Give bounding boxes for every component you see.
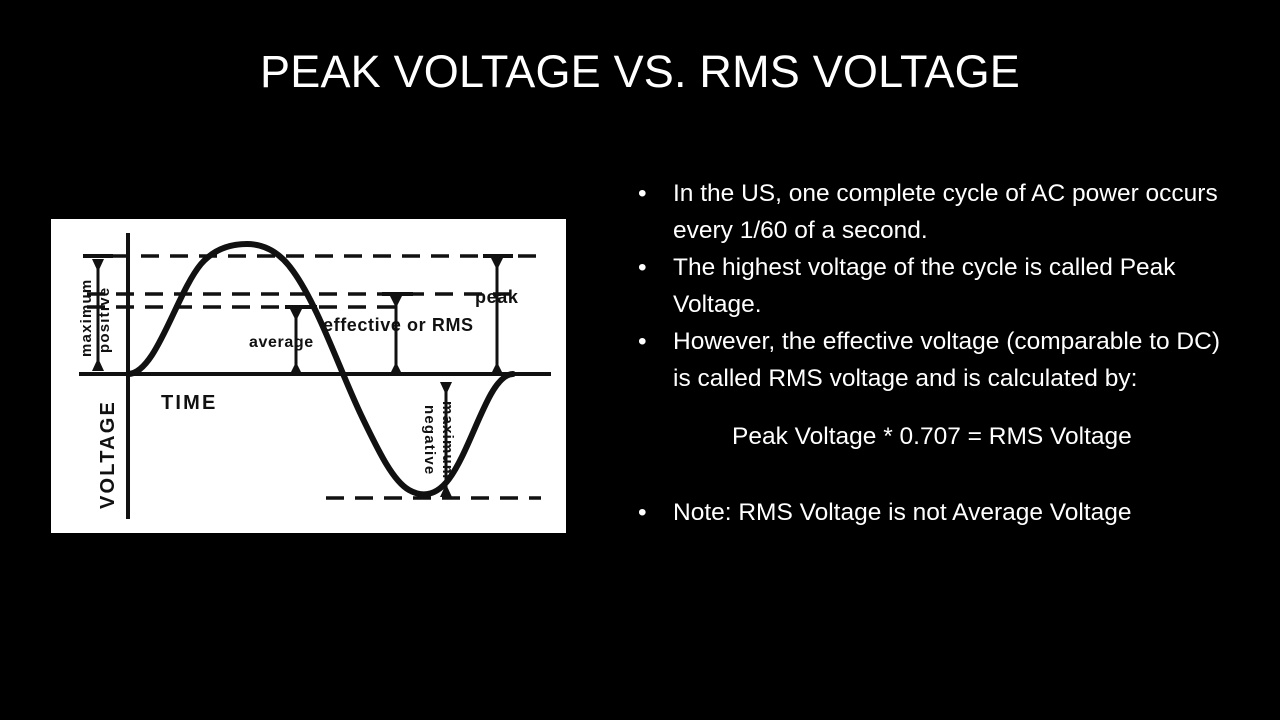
list-item: • In the US, one complete cycle of AC po…: [628, 176, 1228, 249]
bullet-marker-icon: •: [638, 254, 647, 281]
bullet-marker-icon: •: [638, 498, 647, 526]
arrowhead-down-icon: [440, 484, 452, 497]
list-item-text: The highest voltage of the cycle is call…: [673, 254, 1176, 318]
list-item-text: However, the effective voltage (comparab…: [673, 328, 1220, 392]
arrowhead-up-icon: [390, 296, 402, 308]
arrowhead-down-icon: [290, 362, 302, 374]
label-effective-or-rms: effective or RMS: [323, 315, 474, 335]
page-title: PEAK VOLTAGE VS. RMS VOLTAGE: [260, 46, 1020, 98]
formula-text: Peak Voltage * 0.707 = RMS Voltage: [732, 423, 1132, 450]
arrowhead-up-icon: [290, 309, 302, 321]
arrowhead-down-icon: [491, 362, 503, 374]
annotation-maximum-positive: maximum positive: [78, 254, 113, 376]
list-item: • However, the effective voltage (compar…: [628, 324, 1228, 397]
y-axis-label: VOLTAGE: [97, 400, 119, 509]
list-item: • Note: RMS Voltage is not Average Volta…: [628, 495, 1228, 532]
annotation-peak: peak: [475, 254, 519, 374]
arrowhead-up-icon: [440, 382, 452, 395]
waveform-figure: maximum positive average effective or RM…: [51, 219, 566, 533]
list-item: • The highest voltage of the cycle is ca…: [628, 250, 1228, 323]
bullet-list: • In the US, one complete cycle of AC po…: [628, 176, 1228, 532]
waveform-diagram: maximum positive average effective or RM…: [51, 219, 566, 533]
list-item-text: In the US, one complete cycle of AC powe…: [673, 180, 1218, 244]
label-average: average: [249, 334, 314, 351]
arrowhead-up-icon: [491, 258, 503, 270]
sine-wave-path: [125, 240, 516, 498]
label-maximum: maximum: [78, 279, 95, 357]
label-negative: negative: [421, 405, 438, 475]
label-maximum: maximum: [439, 401, 456, 479]
x-axis-label: TIME: [161, 392, 218, 414]
annotation-maximum-negative: maximum negative: [421, 382, 456, 497]
annotation-effective-or-rms: effective or RMS: [323, 292, 474, 374]
annotation-average: average: [249, 305, 317, 374]
label-positive: positive: [96, 287, 113, 353]
bullet-marker-icon: •: [638, 328, 647, 355]
arrowhead-down-icon: [390, 362, 402, 374]
arrowhead-down-icon: [92, 358, 104, 371]
arrowhead-up-icon: [92, 259, 104, 272]
list-item-text: Note: RMS Voltage is not Average Voltage: [673, 498, 1132, 526]
bullet-marker-icon: •: [638, 180, 647, 207]
label-peak: peak: [475, 287, 519, 307]
